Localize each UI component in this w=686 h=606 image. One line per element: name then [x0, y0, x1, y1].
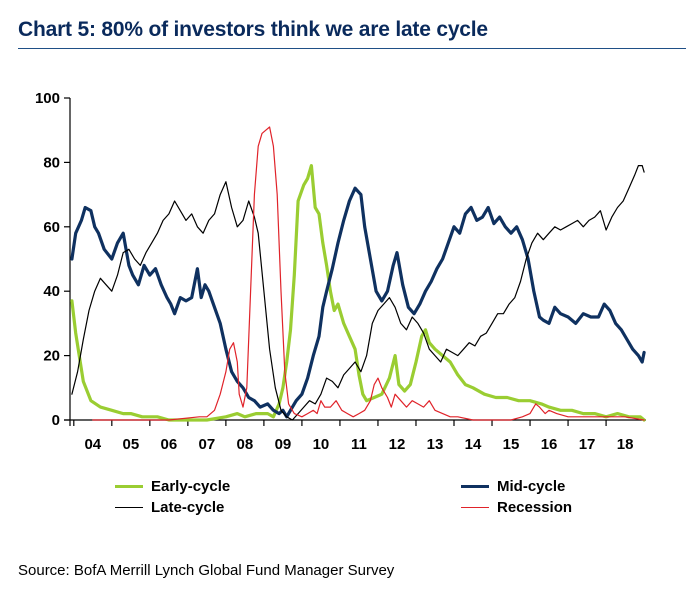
y-tick-label: 80 [43, 154, 60, 171]
axes: 0 20 40 60 80 100 04 05 06 07 08 09 10 11 12 13 14 15 16 17… [35, 90, 646, 453]
x-tick-label: 11 [351, 436, 367, 453]
legend-item-mid-cycle: Mid-cycle [461, 478, 565, 495]
legend-swatch-mid-cycle [461, 485, 489, 488]
x-tick-label: 14 [465, 436, 482, 453]
series-layer [70, 126, 646, 422]
x-tick-label: 15 [503, 436, 520, 453]
x-tick-label: 08 [237, 436, 254, 453]
x-tick-label: 04 [84, 436, 101, 453]
x-tick-label: 09 [275, 436, 292, 453]
x-tick-label: 05 [122, 436, 139, 453]
chart-area: 0 20 40 60 80 100 04 05 06 07 08 09 10 11 12 13 14 15 16 17… [35, 90, 646, 453]
x-tick-label: 16 [541, 436, 558, 453]
x-tick-label: 12 [389, 436, 406, 453]
legend-label-early-cycle: Early-cycle [151, 478, 231, 495]
legend-label-mid-cycle: Mid-cycle [497, 478, 566, 495]
title-divider [18, 48, 686, 49]
y-tick-label: 100 [35, 90, 60, 107]
y-tick-label: 0 [52, 412, 60, 429]
y-tick-label: 40 [43, 283, 60, 300]
x-tick-label: 13 [427, 436, 444, 453]
y-tick-label: 20 [43, 348, 60, 365]
legend-item-early-cycle: Early-cycle [115, 478, 230, 495]
legend-label-late-cycle: Late-cycle [151, 499, 225, 516]
legend-swatch-early-cycle [115, 485, 143, 488]
series-line-early-cycle [70, 164, 646, 422]
x-tick-label: 07 [199, 436, 216, 453]
series-line-mid-cycle [70, 186, 646, 419]
chart-title: Chart 5: 80% of investors think we are l… [18, 18, 488, 41]
x-tick-label: 18 [617, 436, 634, 453]
series-line-late-cycle [71, 165, 645, 421]
source-note: Source: BofA Merrill Lynch Global Fund M… [18, 562, 395, 579]
x-tick-label: 06 [161, 436, 178, 453]
x-tick-label: 10 [313, 436, 330, 453]
legend-item-late-cycle: Late-cycle [115, 499, 224, 516]
legend-swatch-late-cycle [115, 507, 143, 508]
x-tick-label: 17 [579, 436, 596, 453]
legend-item-recession: Recession [461, 499, 572, 516]
series-line-recession [92, 126, 645, 421]
legend-label-recession: Recession [497, 499, 573, 516]
legend-swatch-recession [461, 507, 489, 508]
y-tick-label: 60 [43, 219, 60, 236]
